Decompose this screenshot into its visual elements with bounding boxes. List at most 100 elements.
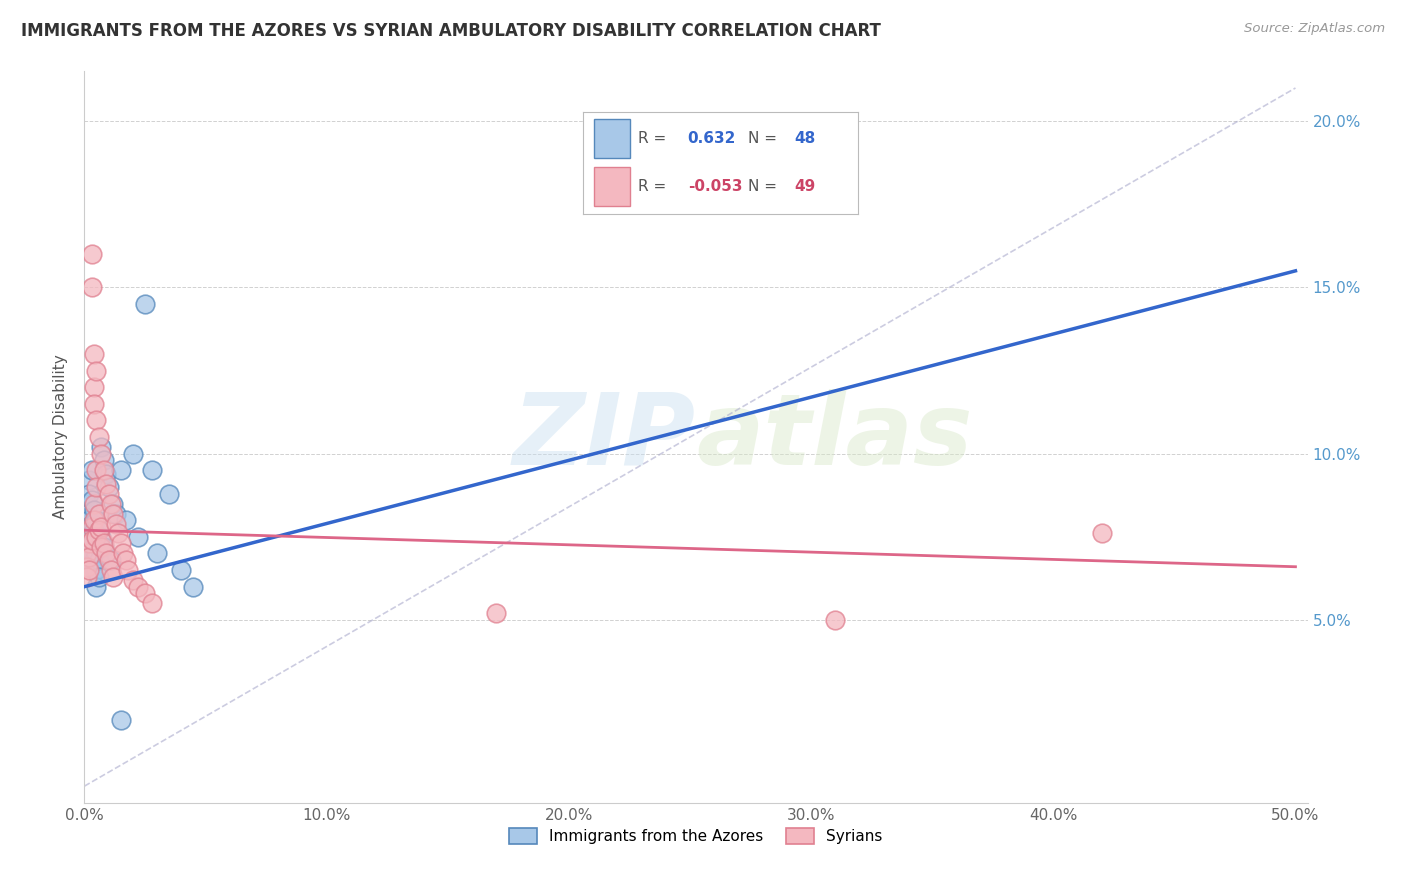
Point [93, 536, 115, 550]
Point [157, 486, 180, 500]
Point [90, 520, 112, 534]
Point [141, 596, 163, 610]
Point [77, 486, 100, 500]
Point [83, 553, 105, 567]
Point [76, 546, 98, 560]
Bar [595, 119, 630, 158]
Point [96, 546, 118, 560]
Point [86, 563, 108, 577]
Point [83, 380, 105, 394]
Bar [595, 167, 630, 206]
Point [80, 280, 103, 294]
Point [80, 493, 103, 508]
Point [77, 473, 100, 487]
Point [110, 713, 132, 727]
Point [485, 607, 508, 621]
Point [170, 563, 193, 577]
Point [127, 530, 149, 544]
Point [96, 467, 118, 481]
Point [86, 513, 108, 527]
Point [86, 363, 108, 377]
Text: N =: N = [748, 130, 782, 145]
Point [87, 540, 110, 554]
Point [80, 533, 103, 548]
Point [110, 536, 132, 550]
Point [83, 497, 105, 511]
Point [83, 347, 105, 361]
Point [110, 463, 132, 477]
Point [86, 530, 108, 544]
Point [100, 553, 122, 567]
Point [97, 480, 120, 494]
Point [117, 563, 139, 577]
Point [127, 580, 149, 594]
Point [87, 523, 110, 537]
Point [183, 580, 205, 594]
Point [76, 497, 98, 511]
Point [100, 563, 122, 577]
Point [86, 530, 108, 544]
Point [103, 507, 125, 521]
Point [76, 507, 98, 521]
Point [86, 546, 108, 560]
Point [824, 613, 846, 627]
Point [97, 486, 120, 500]
Point [80, 516, 103, 531]
Y-axis label: Ambulatory Disability: Ambulatory Disability [53, 355, 69, 519]
Point [80, 557, 103, 571]
Point [83, 503, 105, 517]
Point [77, 526, 100, 541]
Text: ZIP: ZIP [513, 389, 696, 485]
Point [90, 530, 112, 544]
Point [100, 497, 122, 511]
Point [104, 516, 127, 531]
Point [80, 520, 103, 534]
Point [134, 297, 156, 311]
Point [121, 573, 143, 587]
Point [87, 553, 110, 567]
Point [86, 580, 108, 594]
Point [77, 563, 100, 577]
Point [104, 507, 127, 521]
Point [134, 586, 156, 600]
Point [103, 497, 125, 511]
Text: IMMIGRANTS FROM THE AZORES VS SYRIAN AMBULATORY DISABILITY CORRELATION CHART: IMMIGRANTS FROM THE AZORES VS SYRIAN AMB… [21, 22, 882, 40]
Point [77, 513, 100, 527]
Text: R =: R = [638, 179, 672, 194]
Point [97, 553, 120, 567]
Point [77, 549, 100, 564]
Point [86, 480, 108, 494]
Point [87, 430, 110, 444]
Point [1091, 526, 1114, 541]
Point [76, 520, 98, 534]
Point [76, 559, 98, 574]
Point [86, 463, 108, 477]
Point [87, 523, 110, 537]
Point [86, 413, 108, 427]
Point [77, 536, 100, 550]
Point [83, 563, 105, 577]
Point [83, 397, 105, 411]
Text: Source: ZipAtlas.com: Source: ZipAtlas.com [1244, 22, 1385, 36]
Point [141, 463, 163, 477]
Point [90, 540, 112, 554]
Text: 48: 48 [794, 130, 815, 145]
Point [114, 553, 136, 567]
Point [83, 513, 105, 527]
Point [80, 247, 103, 261]
Legend: Immigrants from the Azores, Syrians: Immigrants from the Azores, Syrians [503, 822, 889, 850]
Point [80, 536, 103, 550]
Point [83, 543, 105, 558]
Point [93, 540, 115, 554]
Point [96, 476, 118, 491]
Text: 0.632: 0.632 [688, 130, 737, 145]
Point [87, 507, 110, 521]
Point [90, 440, 112, 454]
Point [93, 463, 115, 477]
Text: R =: R = [638, 130, 672, 145]
Point [93, 453, 115, 467]
Point [80, 546, 103, 560]
Point [77, 540, 100, 554]
Point [83, 523, 105, 537]
Point [103, 570, 125, 584]
